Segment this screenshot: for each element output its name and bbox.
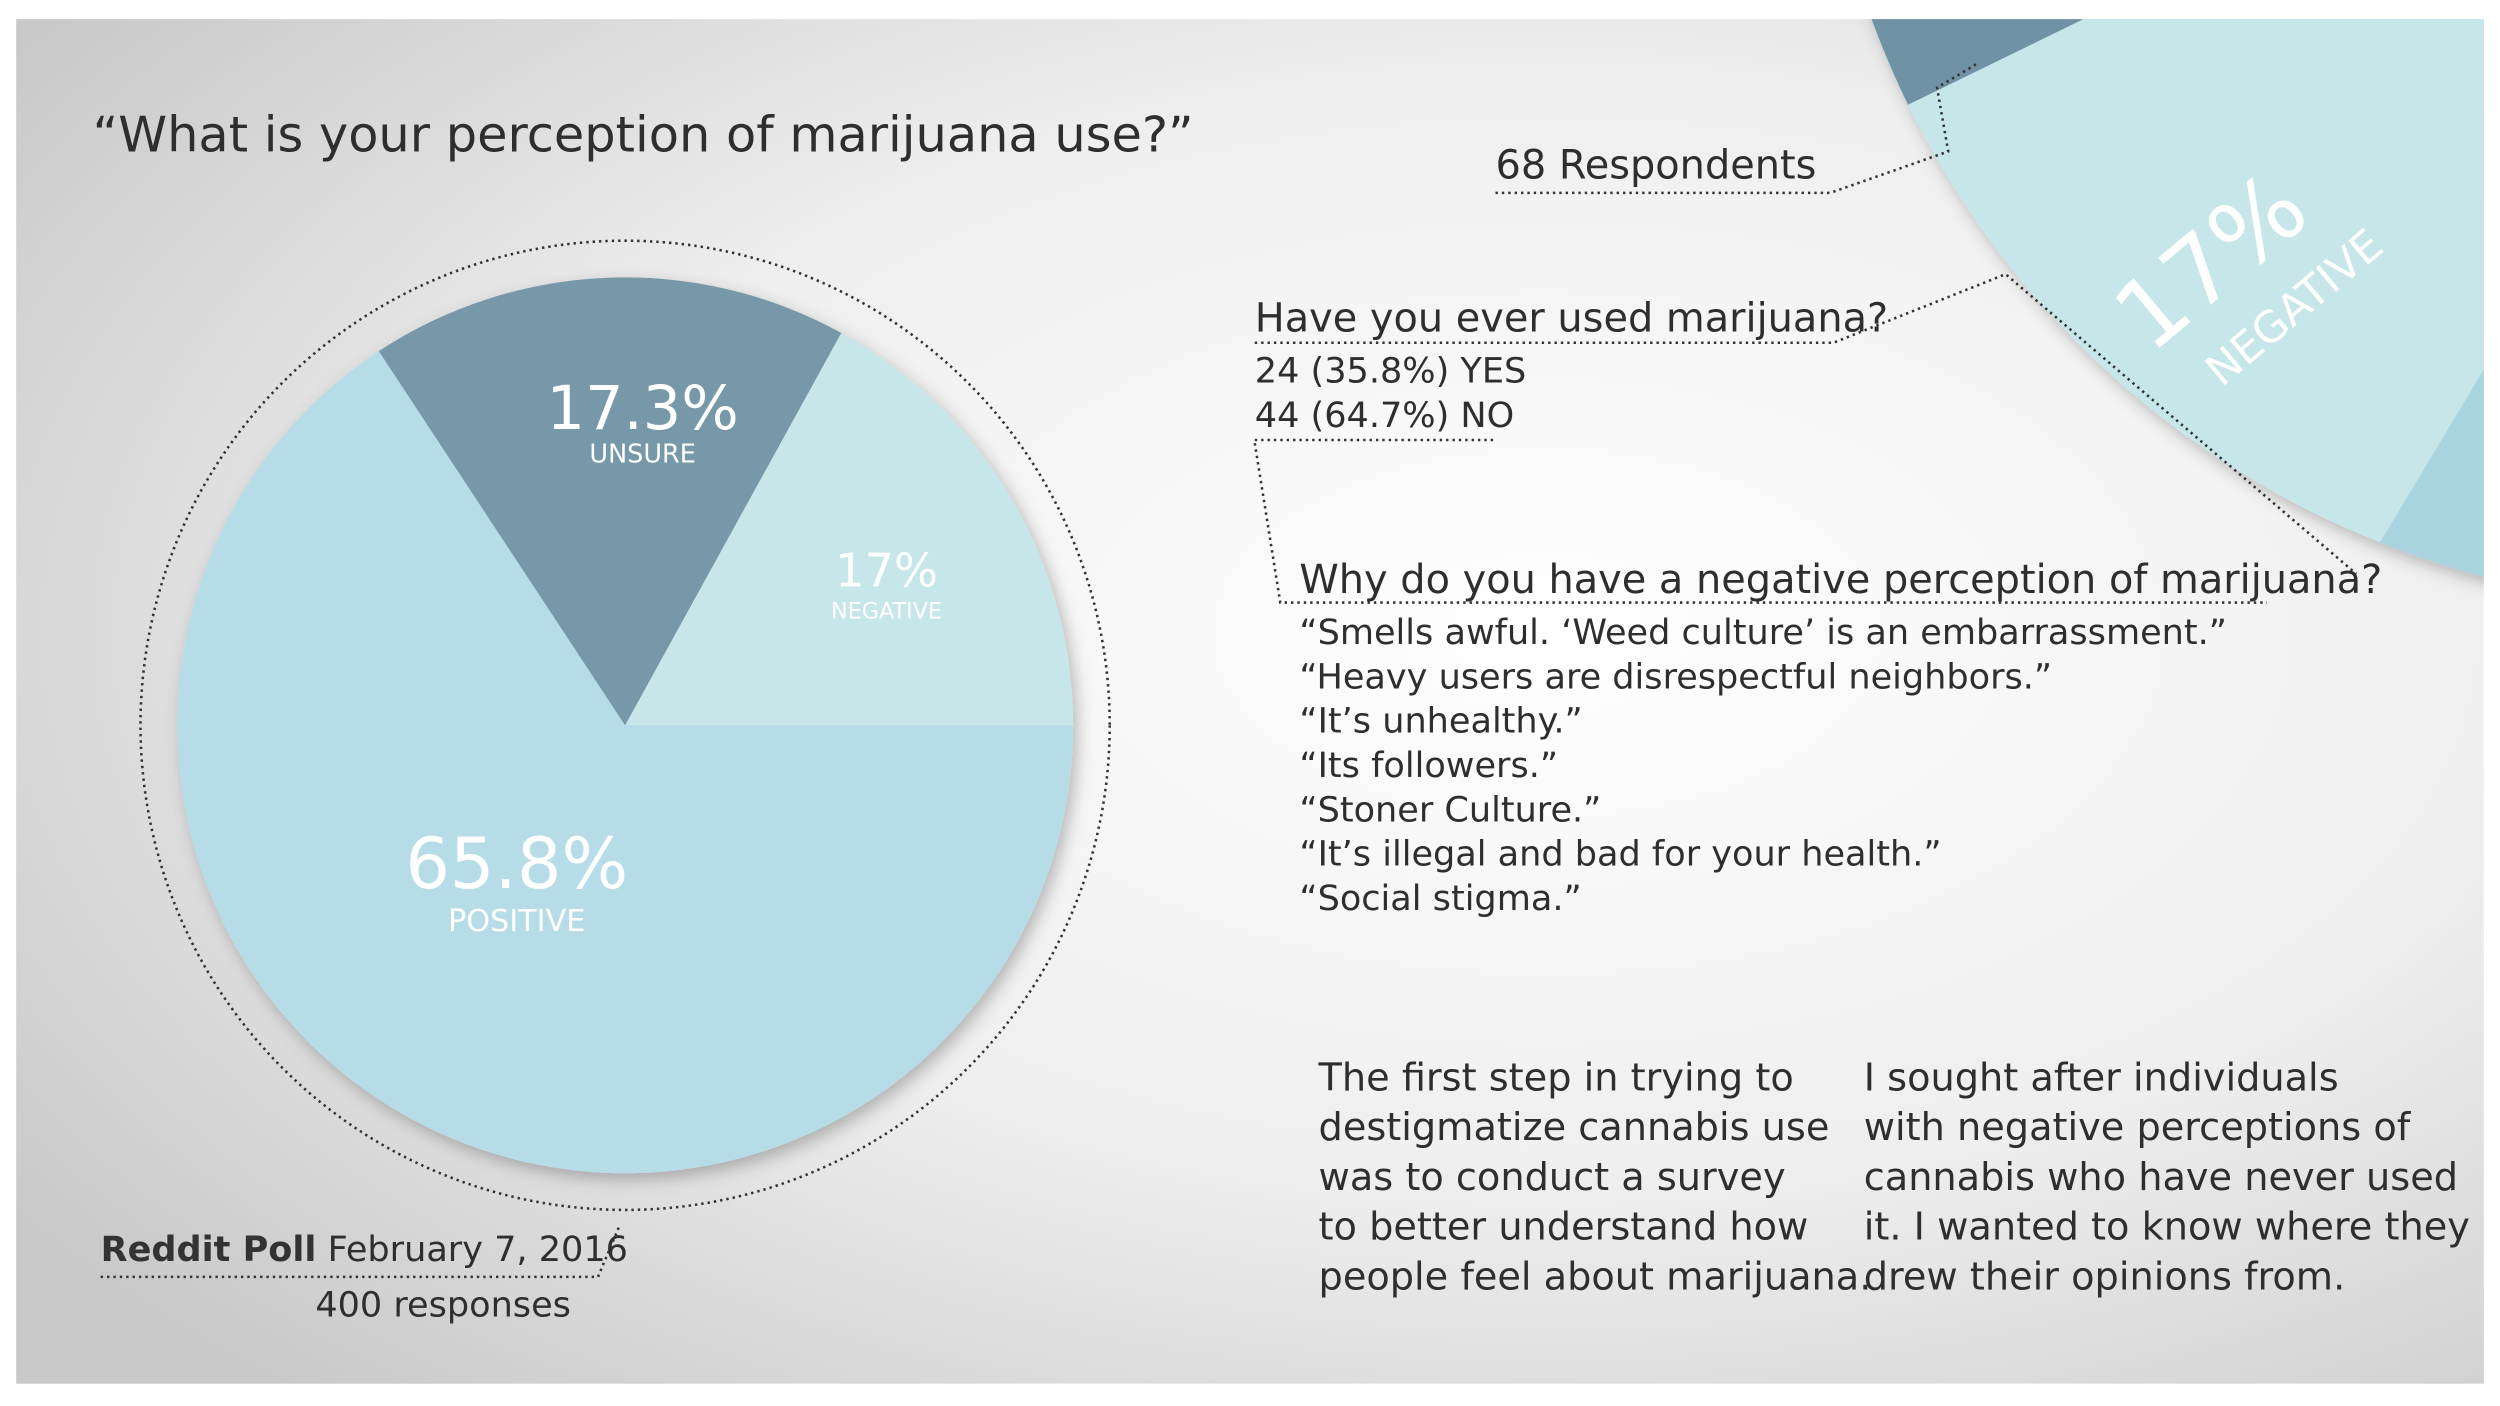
source-responses: 400 responses <box>315 1285 571 1326</box>
paragraph-line: people feel about marijuana. <box>1319 1254 1872 1299</box>
leader-line <box>1495 62 1978 195</box>
paragraph-line: it. I wanted to know where they <box>1864 1205 2470 1250</box>
pie <box>177 277 1074 1174</box>
paragraph-line: with negative perceptions of <box>1864 1105 2412 1150</box>
source-date: February 7, 2016 <box>328 1229 628 1270</box>
quote: “Social stigma.” <box>1299 878 1581 919</box>
slice-value-label: 65.8% <box>405 823 628 905</box>
slice-category-label: UNSURE <box>589 439 695 469</box>
zoom-circle <box>1871 19 2484 577</box>
quote: “Its followers.” <box>1299 745 1558 786</box>
source-name: Reddit Poll <box>101 1229 317 1270</box>
paragraph-line: The first step in trying to <box>1318 1055 1794 1100</box>
paragraph-line: cannabis who have never used <box>1864 1155 2458 1200</box>
question: Have you ever used marijuana? <box>1255 296 1888 342</box>
paragraph-line: to better understand how <box>1319 1205 1809 1250</box>
answer: 44 (64.7%) NO <box>1255 395 1514 436</box>
paragraph-line: was to conduct a survey <box>1319 1155 1786 1200</box>
slice-category-label: POSITIVE <box>448 904 585 939</box>
paragraphs: The first step in trying to destigmatize … <box>1318 1055 2470 1299</box>
slice-value-label: 17.3% <box>546 374 738 444</box>
pie-slice <box>625 333 1074 726</box>
paragraph-line: drew their opinions from. <box>1864 1254 2346 1299</box>
pie-slice <box>177 351 1074 1174</box>
answer: 24 (35.8%) YES <box>1255 351 1526 392</box>
quotes: “Smells awful. ‘Weed culture’ is an emba… <box>1299 612 2227 919</box>
paragraph-line: I sought after individuals <box>1864 1055 2339 1100</box>
slice-value-label: 17% <box>835 544 938 598</box>
leader-line <box>100 1226 620 1279</box>
quote: “Heavy users are disrespectful neighbors… <box>1299 656 2052 697</box>
quote: “It’s illegal and bad for your health.” <box>1299 834 1941 875</box>
pie-slice <box>378 277 842 726</box>
zoom-dark-wedge <box>1817 19 2484 181</box>
quote: “Stoner Culture.” <box>1299 789 1601 830</box>
question: Why do you have a negative perception of… <box>1299 557 2382 603</box>
respondents: 68 Respondents <box>1495 143 1816 189</box>
slice-category-label: NEGATIVE <box>831 599 942 625</box>
quote: “It’s unhealthy.” <box>1299 701 1582 742</box>
chart-title: “What is your perception of marijuana us… <box>93 105 1194 163</box>
source: Reddit Poll February 7, 2016 <box>101 1229 628 1270</box>
paragraph-line: destigmatize cannabis use <box>1319 1105 1830 1150</box>
quote: “Smells awful. ‘Weed culture’ is an emba… <box>1299 612 2227 653</box>
leader-line <box>1253 442 2268 604</box>
